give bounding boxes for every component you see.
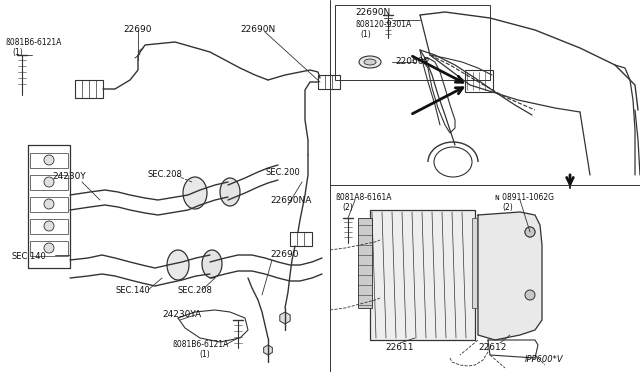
Ellipse shape [364, 59, 376, 65]
Bar [465, 70, 493, 92]
Ellipse shape [220, 178, 240, 206]
Text: SEC.200: SEC.200 [265, 168, 300, 177]
Ellipse shape [202, 250, 222, 278]
Circle shape [525, 227, 535, 237]
Text: (2): (2) [342, 203, 353, 212]
Text: (1): (1) [360, 30, 371, 39]
Bar [335, 5, 490, 80]
Text: ß08120-9301A: ß08120-9301A [355, 20, 412, 29]
Bar [318, 75, 340, 89]
Bar [75, 80, 103, 98]
Text: (2): (2) [502, 203, 513, 212]
Ellipse shape [44, 243, 54, 253]
Text: 22690: 22690 [124, 25, 152, 34]
Ellipse shape [44, 221, 54, 231]
Ellipse shape [167, 250, 189, 280]
Bar [30, 175, 68, 190]
Text: SEC.140: SEC.140 [12, 252, 47, 261]
Text: IPP600*V: IPP600*V [525, 355, 564, 364]
Text: 22612: 22612 [478, 343, 506, 352]
Text: ɴ 08911-1062G: ɴ 08911-1062G [495, 193, 554, 202]
Text: (1): (1) [200, 350, 211, 359]
Text: ß081B6-6121A: ß081B6-6121A [5, 38, 61, 47]
Text: 22690N: 22690N [355, 8, 390, 17]
Bar [30, 219, 68, 234]
Ellipse shape [359, 56, 381, 68]
Text: SEC.208: SEC.208 [148, 170, 183, 179]
Bar [472, 218, 477, 308]
Ellipse shape [183, 177, 207, 209]
Circle shape [525, 227, 535, 237]
Bar [370, 210, 475, 340]
Text: ß081B6-6121A: ß081B6-6121A [172, 340, 228, 349]
Text: ß081A8-6161A: ß081A8-6161A [335, 193, 392, 202]
Bar [358, 218, 372, 308]
Text: 22690N: 22690N [240, 25, 275, 34]
Text: SEC.140: SEC.140 [115, 286, 150, 295]
Text: 22690NA: 22690NA [270, 196, 312, 205]
Text: SEC.208: SEC.208 [178, 286, 213, 295]
Polygon shape [478, 212, 542, 340]
Circle shape [525, 290, 535, 300]
Bar [30, 241, 68, 256]
Text: 24230YA: 24230YA [162, 310, 201, 319]
Bar [30, 197, 68, 212]
Text: 22611: 22611 [385, 343, 413, 352]
Text: 24230Y: 24230Y [52, 172, 86, 181]
Bar [290, 232, 312, 246]
Text: 22060P: 22060P [395, 58, 429, 67]
Bar [30, 153, 68, 168]
Text: 22690: 22690 [270, 250, 298, 259]
Ellipse shape [44, 155, 54, 165]
Ellipse shape [44, 199, 54, 209]
Text: (1): (1) [12, 48, 23, 57]
Ellipse shape [44, 177, 54, 187]
